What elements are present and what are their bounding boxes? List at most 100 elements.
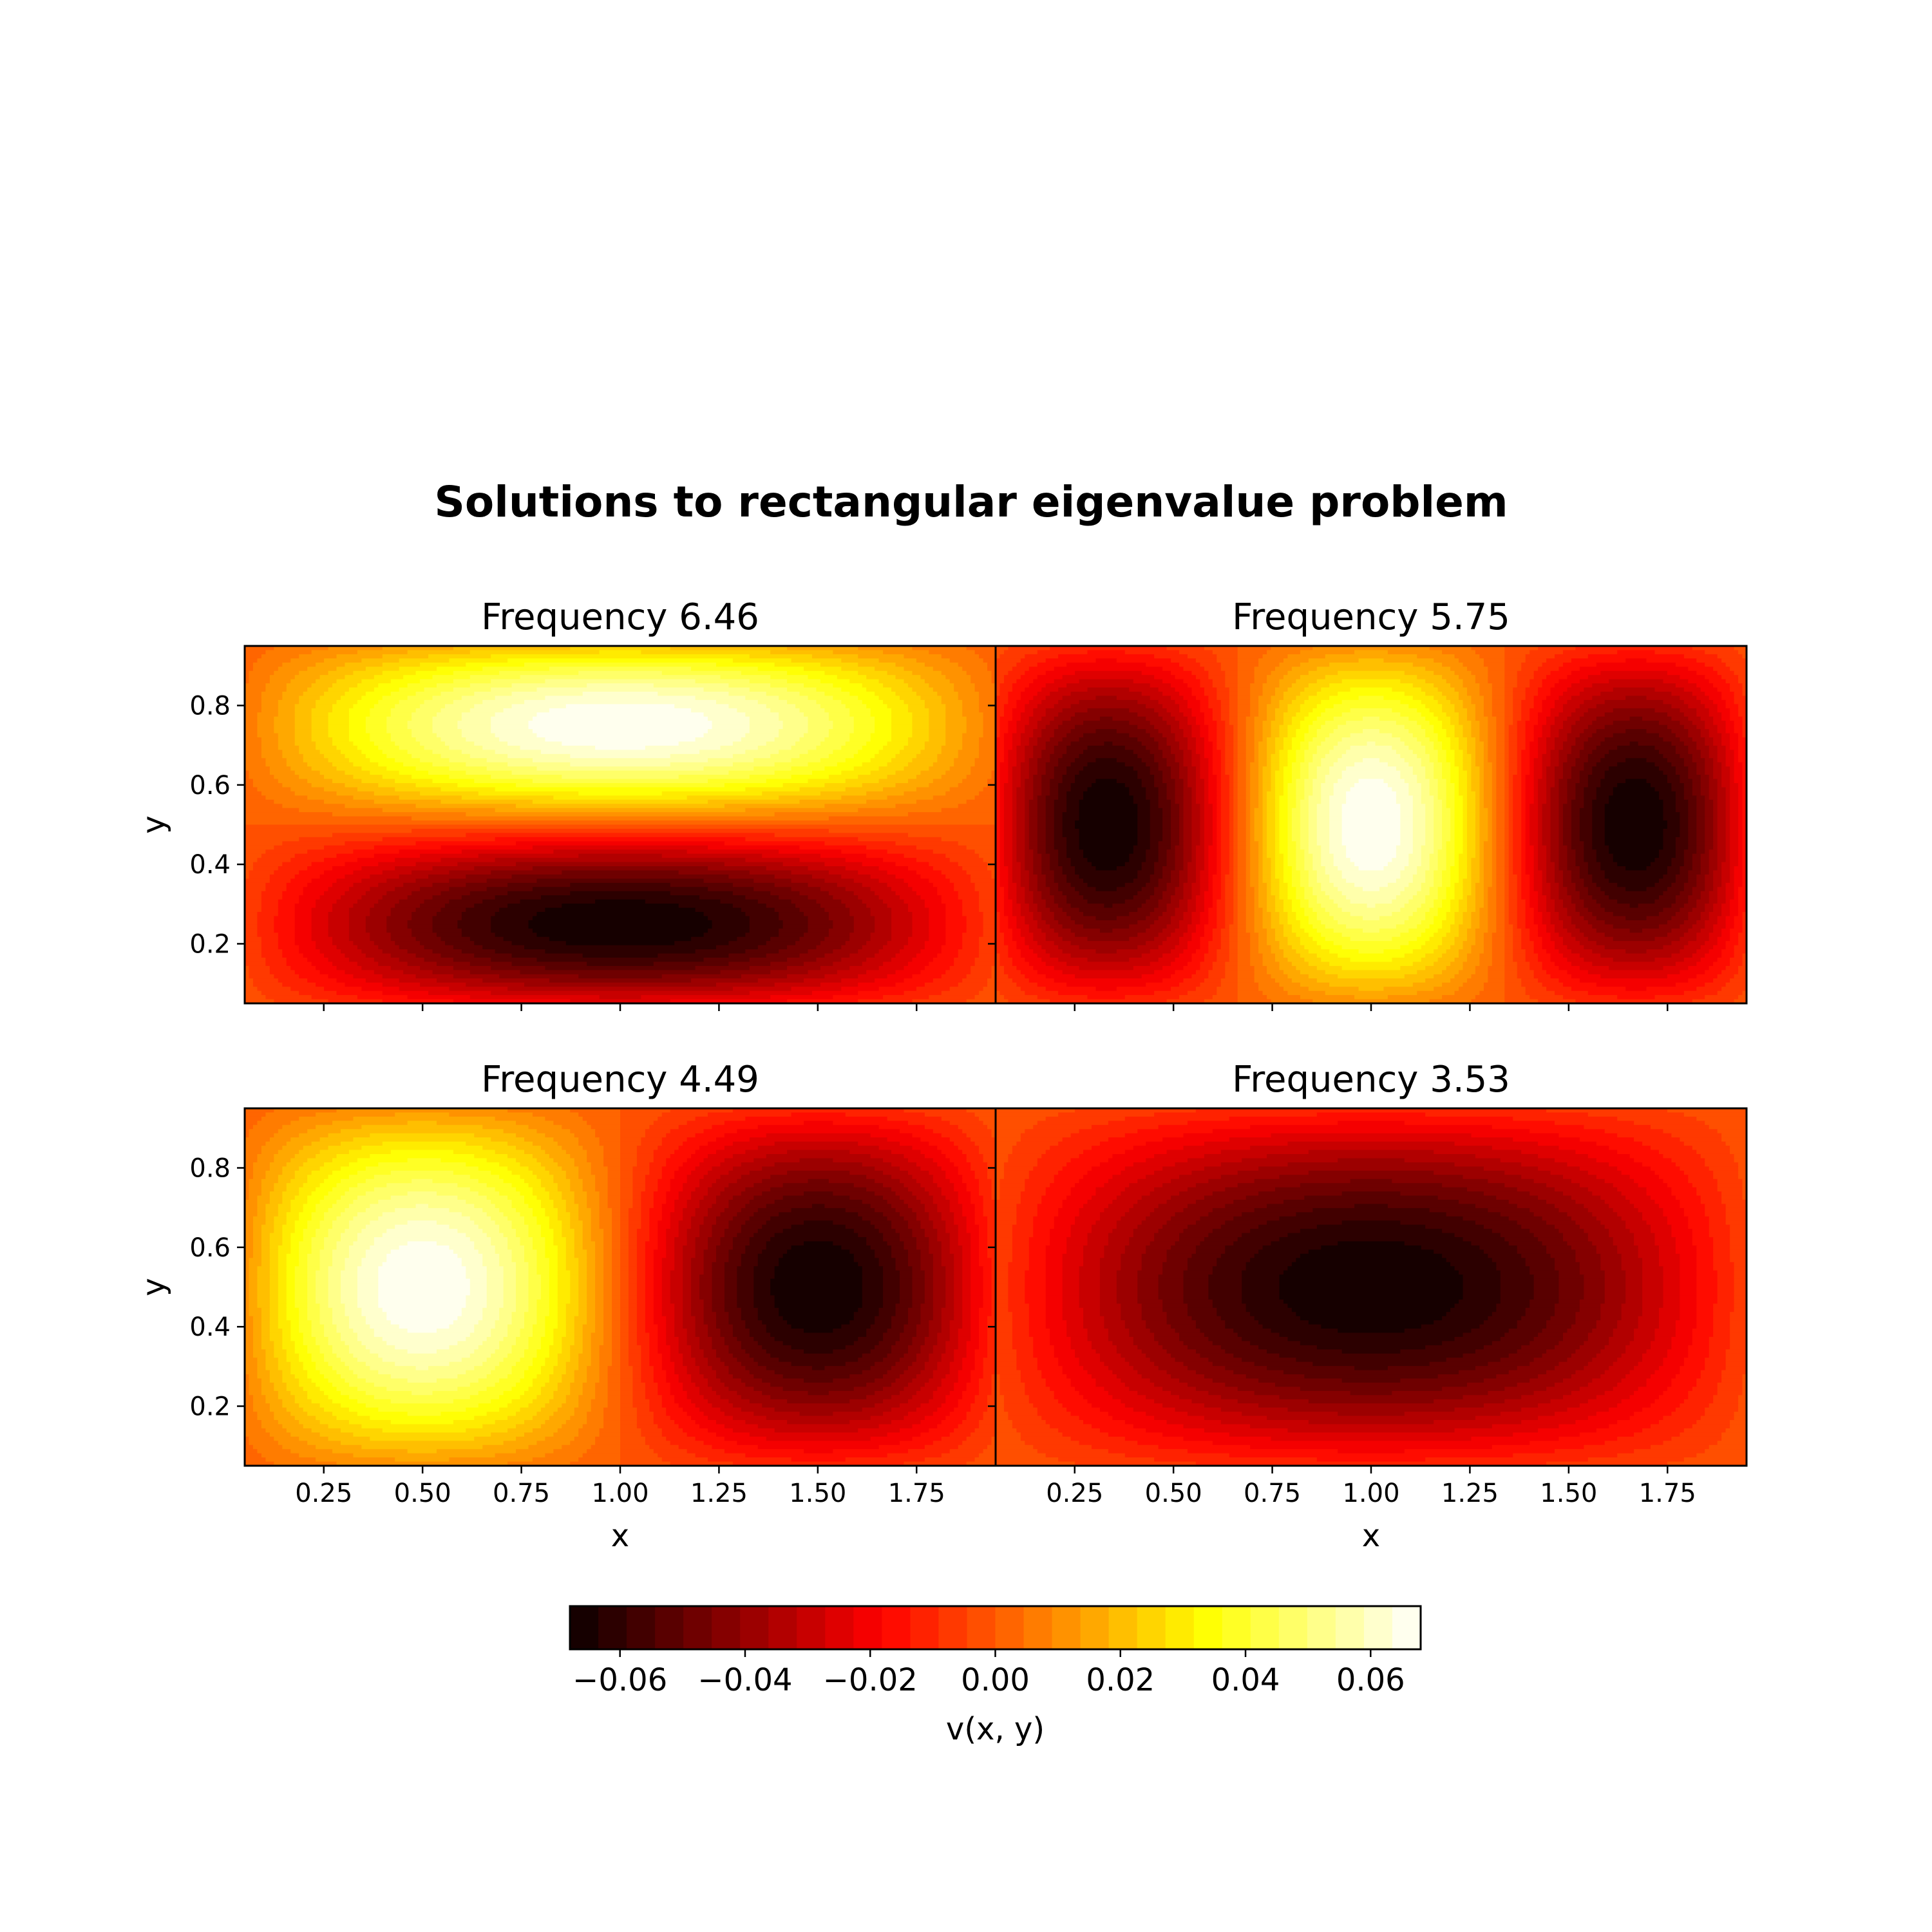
contour-cell [1521,716,1530,721]
contour-cell [378,862,417,867]
contour-cell [996,812,1001,817]
contour-cell [1496,816,1506,821]
contour-cell [1162,733,1176,738]
contour-cell [1220,833,1230,838]
contour-cell [875,891,896,896]
contour-cell [1742,775,1747,780]
contour-cell [1508,845,1514,851]
contour-cell [1250,845,1259,851]
contour-cell [415,691,442,697]
contour-cell [1083,849,1134,855]
contour-cell [862,945,884,950]
contour-cell [1454,787,1459,792]
contour-cell [949,965,971,971]
contour-cell [274,974,300,980]
contour-cell [962,741,980,746]
contour-cell [1237,733,1247,738]
contour-cell [1459,779,1468,784]
contour-cell [1233,820,1238,826]
contour-cell [1492,770,1497,775]
contour-cell [1346,795,1397,800]
contour-cell [708,928,750,934]
contour-cell [1363,758,1380,763]
contour-cell [1567,853,1577,858]
contour-cell [979,654,996,659]
contour-cell [1504,820,1510,826]
contour-cell [1258,799,1264,805]
contour-cell [399,687,425,692]
contour-cell [1079,808,1139,813]
contour-cell [1734,724,1743,730]
contour-cell [1492,683,1506,688]
contour-cell [1488,733,1497,738]
contour-cell [316,699,337,705]
contour-cell [1245,828,1251,834]
contour-cell [1446,679,1464,684]
contour-cell [1663,699,1685,705]
contour-cell [1229,787,1235,792]
contour-cell [1683,853,1693,858]
contour-cell [1546,849,1551,855]
contour-cell [261,708,279,714]
contour-cell [1696,708,1710,714]
contour-cell [712,920,750,925]
contour-cell [499,670,580,676]
contour-cell [444,941,475,946]
contour-cell [1538,782,1547,788]
contour-cell [858,775,888,780]
contour-cell [1496,737,1506,743]
contour-cell [753,887,792,892]
contour-cell [1463,804,1468,809]
contour-cell [1521,762,1530,767]
contour-cell [453,965,491,971]
contour-cell [912,928,930,934]
contour-cell [395,866,433,871]
contour-cell [245,887,267,892]
contour-cell [1517,670,1535,676]
contour-cell [432,920,459,925]
contour-cell [996,646,1009,651]
contour-cell [1609,766,1660,772]
contour-cell [407,995,471,1000]
contour-cell [386,916,412,921]
contour-cell [1488,824,1493,829]
contour-cell [1725,804,1730,809]
contour-cell [991,874,996,880]
contour-cell [1237,820,1247,826]
contour-cell [1028,762,1038,767]
contour-cell [996,779,1001,784]
contour-cell [824,782,863,788]
contour-cell [1075,724,1139,730]
contour-cell [1275,782,1284,788]
contour-cell [1663,804,1676,809]
contour-cell [920,895,942,900]
contour-cell [891,920,913,925]
contour-cell [1742,687,1747,692]
contour-cell [1725,699,1735,705]
contour-cell [1291,737,1305,743]
contour-cell [1296,841,1301,846]
contour-cell [245,987,258,992]
contour-cell [1525,799,1535,805]
contour-cell [1275,828,1280,834]
contour-cell [1175,853,1184,858]
contour-cell [1521,812,1526,817]
contour-cell [1466,812,1476,817]
contour-cell [1558,804,1564,809]
contour-cell [1454,791,1459,797]
contour-cell [1304,733,1318,738]
contour-cell [1717,745,1727,751]
contour-cell [578,974,663,980]
contour-cell [1550,833,1560,838]
contour-cell [1713,758,1718,763]
contour-cell [883,683,909,688]
contour-cell [916,845,967,851]
contour-cell [1717,670,1735,676]
contour-cell [1291,766,1301,772]
contour-cell [862,961,884,967]
contour-cell [999,787,1005,792]
contour-cell [516,804,725,809]
contour-cell [1183,787,1193,792]
contour-cell [853,729,875,734]
contour-cell [912,758,938,763]
